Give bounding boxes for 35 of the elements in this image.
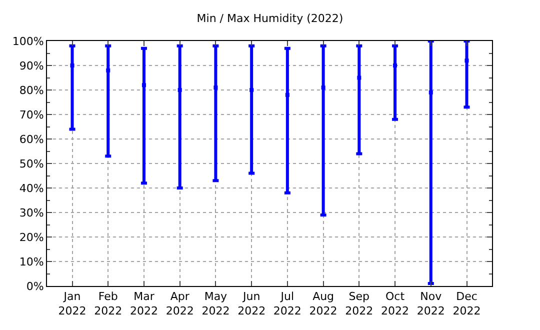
- point: [357, 76, 362, 80]
- point: [428, 90, 433, 94]
- x-tick-label: Dec 2022: [452, 290, 481, 318]
- chart-title: Min / Max Humidity (2022): [196, 12, 344, 25]
- point: [214, 86, 218, 90]
- point: [250, 88, 254, 92]
- x-tick-label: Sep 2022: [345, 290, 374, 318]
- y-tick-label: 10%: [19, 255, 44, 268]
- x-tick-label: Aug 2022: [309, 290, 338, 318]
- point: [321, 86, 326, 90]
- x-tick-label: Jun 2022: [238, 290, 266, 318]
- x-tick-label: Nov 2022: [416, 290, 445, 318]
- y-tick-label: 90%: [19, 59, 44, 72]
- x-tick-label: Feb 2022: [94, 290, 122, 318]
- x-tick-label: Oct 2022: [381, 290, 410, 318]
- point: [464, 58, 469, 63]
- y-tick-label: 100%: [12, 34, 44, 48]
- point: [178, 88, 182, 92]
- point: [285, 92, 290, 97]
- y-tick-label: 70%: [19, 108, 44, 122]
- x-tick-label: Jul 2022: [273, 290, 302, 318]
- y-tick-label: 60%: [19, 132, 44, 146]
- y-tick-label: 40%: [19, 182, 44, 195]
- point: [393, 64, 398, 68]
- y-tick-label: 50%: [19, 157, 44, 170]
- y-tick-label: 80%: [19, 84, 44, 97]
- x-tick-label: May 2022: [202, 290, 230, 318]
- point: [142, 83, 146, 88]
- y-tick-label: 20%: [19, 230, 44, 244]
- y-tick-label: 30%: [19, 206, 44, 220]
- x-tick-label: Apr 2022: [166, 290, 194, 318]
- point: [106, 68, 110, 72]
- x-tick-label: Jan 2022: [58, 290, 86, 318]
- x-tick-label: Mar 2022: [130, 290, 158, 318]
- y-tick-label: 0%: [26, 280, 44, 293]
